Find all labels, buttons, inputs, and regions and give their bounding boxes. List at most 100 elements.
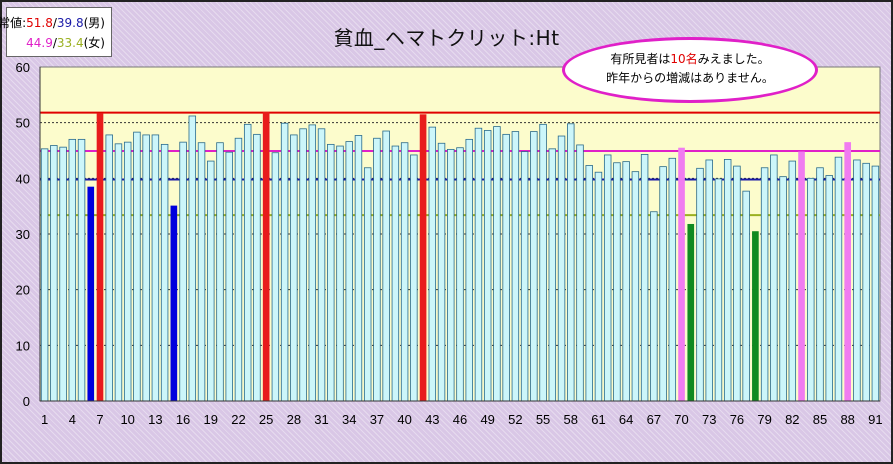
x-tick-label: 73: [702, 412, 716, 427]
bar-91: [871, 165, 880, 402]
bar-59: [576, 144, 584, 402]
x-tick-label: 46: [453, 412, 467, 427]
bar-33: [336, 145, 344, 402]
bar-1: [40, 148, 49, 402]
bar-40: [400, 142, 409, 402]
bar-15: [170, 205, 178, 401]
legend-female-low: 33.4: [56, 36, 84, 50]
bar-87: [834, 156, 843, 402]
bar-74: [714, 178, 723, 402]
bar-78: [752, 231, 759, 401]
bar-2: [50, 145, 58, 402]
bar-5: [77, 138, 86, 402]
bar-17: [188, 115, 197, 402]
bar-85: [816, 167, 824, 402]
x-tick-label: 79: [757, 412, 771, 427]
bar-4: [68, 138, 77, 402]
x-tick-label: 43: [425, 412, 439, 427]
bar-8: [105, 134, 113, 402]
bar-36: [363, 167, 372, 402]
y-tick-label: 60: [16, 60, 30, 75]
bar-21: [225, 151, 233, 402]
callout-line-1-post: みえました。: [697, 52, 770, 66]
bar-64: [622, 161, 630, 402]
bar-54: [530, 131, 538, 402]
bar-3: [59, 146, 67, 402]
bar-48: [474, 127, 483, 402]
bar-68: [659, 166, 667, 402]
bar-82: [788, 160, 797, 402]
x-tick-label: 34: [342, 412, 356, 427]
bar-31: [317, 128, 326, 402]
bar-14: [160, 143, 169, 402]
chart-title: 貧血_ヘマトクリット:Ht: [333, 26, 560, 50]
x-tick-label: 22: [231, 412, 245, 427]
legend-male-suffix: (男): [83, 16, 105, 30]
bar-73: [705, 159, 713, 402]
bar-27: [280, 122, 289, 402]
callout-line-1: 有所見者は10名みえました。: [565, 50, 815, 69]
x-tick-label: 58: [564, 412, 578, 427]
legend-slash: /: [52, 16, 57, 30]
x-tick-label: 1: [41, 412, 48, 427]
x-tick-label: 19: [204, 412, 218, 427]
x-tick-label: 82: [785, 412, 799, 427]
x-tick-label: 28: [287, 412, 301, 427]
bar-56: [548, 148, 557, 402]
bar-72: [696, 167, 704, 402]
bar-71: [687, 223, 695, 401]
bar-46: [456, 147, 464, 402]
bar-22: [234, 137, 243, 402]
bar-7: [96, 113, 104, 401]
bar-55: [539, 123, 547, 402]
bar-58: [567, 123, 575, 402]
bar-77: [742, 190, 750, 402]
bar-62: [603, 154, 612, 402]
x-tick-label: 70: [674, 412, 688, 427]
legend-slash: /: [52, 36, 57, 50]
bar-44: [437, 142, 446, 402]
bar-10: [123, 141, 132, 402]
bar-26: [271, 152, 280, 402]
x-tick-label: 25: [259, 412, 273, 427]
y-tick-label: 30: [16, 227, 30, 242]
y-tick-label: 50: [16, 116, 30, 131]
bar-52: [511, 131, 520, 402]
bar-76: [733, 165, 741, 402]
x-tick-label: 76: [730, 412, 744, 427]
x-tick-label: 55: [536, 412, 550, 427]
y-tick-label: 20: [16, 283, 30, 298]
bar-50: [493, 126, 501, 402]
y-tick-label: 0: [23, 394, 30, 409]
bar-35: [354, 135, 363, 402]
bar-39: [391, 145, 400, 402]
bar-11: [133, 131, 141, 402]
legend-female-high: 44.9: [26, 36, 53, 50]
bar-23: [243, 123, 252, 402]
x-tick-label: 40: [397, 412, 411, 427]
x-tick-label: 49: [480, 412, 494, 427]
bar-9: [114, 143, 123, 402]
bar-43: [428, 126, 437, 402]
bar-20: [216, 142, 224, 402]
bar-13: [151, 134, 160, 402]
bar-66: [640, 153, 649, 402]
bar-24: [253, 133, 261, 402]
legend-male-row: 正常値:51.8/39.8(男): [0, 14, 105, 31]
callout-line-1-pre: 有所見者は: [610, 52, 671, 66]
x-tick-label: 67: [647, 412, 661, 427]
bar-28: [290, 134, 298, 402]
bar-70: [678, 147, 685, 401]
x-tick-label: 10: [120, 412, 134, 427]
bar-90: [862, 162, 870, 402]
x-tick-label: 91: [868, 412, 882, 427]
x-tick-label: 52: [508, 412, 522, 427]
bar-16: [179, 141, 187, 402]
x-tick-label: 85: [813, 412, 827, 427]
bar-86: [825, 175, 833, 402]
bar-61: [594, 171, 603, 402]
bar-49: [483, 130, 492, 402]
bar-18: [197, 142, 206, 402]
bar-42: [419, 114, 427, 402]
